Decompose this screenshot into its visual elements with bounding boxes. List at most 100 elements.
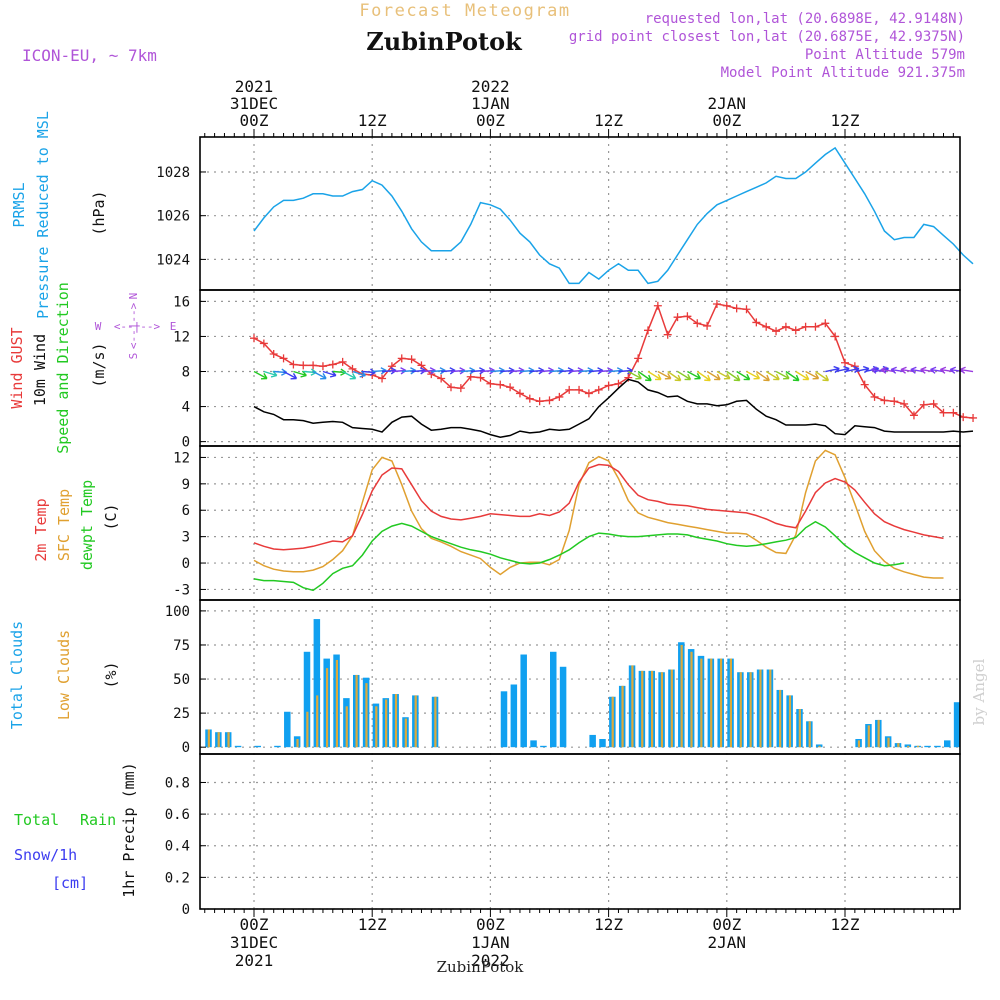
pressure-label-name: PRMSL — [10, 182, 28, 227]
gust-marker — [318, 362, 327, 371]
model-name: ICON-EU, ~ 7km — [22, 46, 157, 65]
low-cloud-bar — [621, 685, 624, 748]
total-cloud-bar — [589, 734, 596, 748]
gust-marker — [860, 380, 869, 389]
gust-marker — [486, 379, 495, 388]
total-cloud-bar — [934, 745, 941, 748]
total-cloud-bar — [303, 651, 311, 748]
gust-marker — [250, 334, 258, 343]
total-cloud-bar — [520, 654, 527, 748]
gust-marker — [476, 373, 485, 382]
low-cloud-bar — [434, 696, 437, 748]
y-tick-label: 0.6 — [165, 807, 190, 823]
dewpoint-line — [253, 520, 905, 592]
gust-marker — [437, 374, 446, 383]
gust-marker — [801, 322, 810, 331]
temp-label-2m: 2m Temp — [32, 498, 50, 561]
t2m-line — [253, 463, 944, 551]
requested-lonlat: requested lon,lat (20.6898E, 42.9148N) — [645, 11, 965, 27]
compass-legend: W <--|--> E <--|--> N S — [95, 293, 177, 360]
low-cloud-bar — [375, 706, 378, 748]
y-tick-label: 12 — [173, 450, 190, 466]
gust-marker — [614, 379, 623, 388]
compass-vertical: <--|--> — [127, 302, 140, 349]
total-cloud-bar — [510, 684, 518, 748]
low-cloud-bar — [217, 732, 220, 748]
y-tick-label: 0 — [182, 740, 190, 756]
wind-arrow — [746, 370, 761, 380]
gust-marker — [811, 322, 820, 331]
wind-label-10m: 10m Wind — [31, 334, 49, 406]
y-tick-label: 3 — [182, 530, 190, 546]
wind-arrow — [322, 370, 337, 378]
total-cloud-bar — [540, 745, 547, 748]
low-cloud-bar — [207, 729, 210, 748]
gust-marker — [821, 319, 830, 328]
y-tick-label: 4 — [182, 400, 190, 416]
gust-marker — [772, 327, 781, 336]
grid — [200, 137, 960, 910]
gust-marker — [900, 399, 909, 408]
wind-arrow — [283, 370, 298, 380]
low-cloud-bar — [404, 718, 407, 748]
total-cloud-bar — [559, 666, 567, 748]
credit: by Angel — [970, 658, 988, 725]
compass-s: S — [127, 353, 140, 360]
gust-marker — [841, 358, 849, 367]
total-cloud-bar — [500, 691, 508, 748]
y-tick-label: 0 — [182, 435, 190, 451]
x-tick-label-bottom: 00Z — [476, 915, 505, 934]
low-cloud-bar — [227, 732, 230, 748]
low-cloud-bar — [877, 719, 880, 748]
y-tick-label: 0.8 — [165, 775, 190, 791]
y-tick-label: 0.2 — [165, 870, 190, 886]
low-cloud-bar — [345, 706, 348, 748]
gust-marker — [259, 339, 268, 348]
gust-marker — [584, 389, 593, 398]
low-cloud-bar — [651, 670, 654, 748]
wind-arrow — [959, 366, 974, 374]
x-tick-label-bottom: 2JAN — [708, 933, 747, 952]
low-cloud-bar — [394, 694, 398, 748]
axis-labels: 1024102610280481216-3036912025507510000.… — [156, 77, 860, 970]
gust-marker — [693, 319, 702, 328]
cloud-labels: Total Clouds Low Clouds (%) — [8, 621, 120, 729]
point-altitude: Point Altitude 579m — [805, 47, 965, 63]
total-cloud-bar — [254, 745, 261, 748]
low-cloud-bar — [296, 739, 299, 748]
wind-arrow — [755, 370, 770, 382]
temp-label-sfc: SFC Temp — [55, 489, 73, 561]
low-cloud-bar — [867, 725, 870, 748]
x-tick-label-top: 2JAN — [708, 94, 747, 113]
total-cloud-bar — [953, 702, 961, 748]
x-tick-label-bottom: 12Z — [358, 915, 387, 934]
data-layer — [205, 146, 978, 748]
gust-marker — [594, 385, 603, 394]
gust-marker — [703, 321, 712, 330]
total-cloud-bar — [313, 619, 321, 748]
x-tick-label-top: 00Z — [240, 111, 269, 130]
pressure-label-desc: Pressure Reduced to MSL — [34, 111, 52, 319]
compass-w: W — [95, 320, 102, 333]
temp-label-unit: (C) — [102, 503, 120, 530]
gust-marker — [575, 385, 584, 394]
y-tick-label: 75 — [173, 638, 190, 654]
y-tick-label: 1026 — [156, 209, 190, 225]
x-tick-label-bottom: 2021 — [235, 951, 274, 970]
low-cloud-bar — [710, 658, 713, 748]
gust-marker — [919, 400, 928, 409]
gust-marker — [742, 305, 751, 314]
compass-n: N — [127, 293, 140, 300]
wind-arrow — [647, 370, 662, 381]
gust-marker — [545, 396, 554, 405]
pressure-label-unit: (hPa) — [90, 190, 108, 235]
gust-marker — [299, 361, 308, 370]
x-tick-label-bottom: 12Z — [831, 915, 860, 934]
y-tick-label: 25 — [173, 706, 190, 722]
gust-marker — [880, 396, 889, 405]
wind-arrow — [687, 370, 702, 380]
wind-arrow — [657, 370, 672, 380]
wind-label-dir: Speed and Direction — [54, 282, 72, 454]
y-tick-label: -3 — [173, 582, 190, 598]
gust-marker — [328, 360, 337, 369]
